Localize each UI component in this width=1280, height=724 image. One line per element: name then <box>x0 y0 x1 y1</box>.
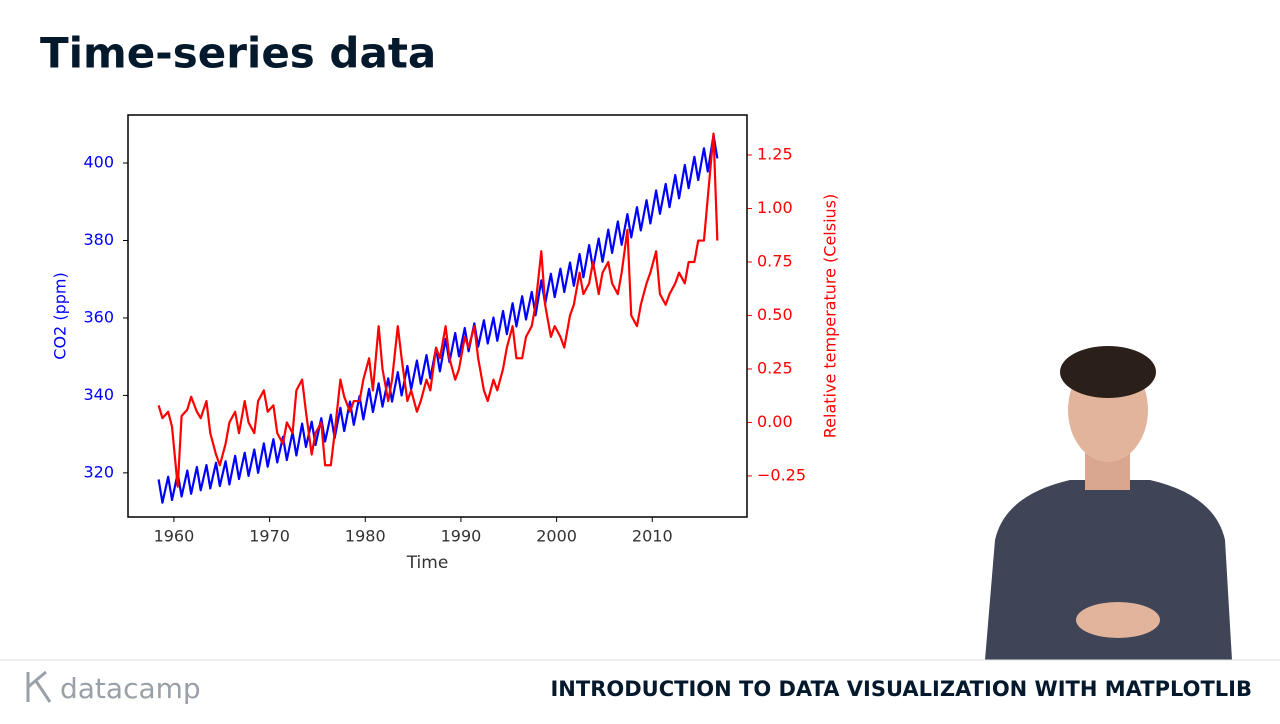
logo-icon <box>26 670 52 703</box>
presenter <box>950 330 1280 660</box>
y-axis-label: CO2 (ppm) <box>51 272 70 359</box>
y-tick-label: 320 <box>83 462 114 481</box>
series-line <box>157 132 719 488</box>
y2-tick-label: 0.75 <box>757 251 793 270</box>
y2-tick-label: 1.25 <box>757 145 793 164</box>
y2-tick-label: 0.00 <box>757 412 793 431</box>
plot-frame <box>127 114 748 518</box>
presenter-shirt <box>985 480 1232 660</box>
x-tick-label: 1960 <box>154 527 195 546</box>
x-axis-label: Time <box>406 553 449 573</box>
chart: 1960 1970 1980 1990 2000 2010 320 340 360 380 400 −… <box>51 114 840 573</box>
course-title: INTRODUCTION TO DATA VISUALIZATION WITH … <box>550 677 1252 701</box>
x-tick-label: 2000 <box>536 527 577 546</box>
y2-tick-label: 0.50 <box>757 305 793 324</box>
y2-axis-label: Relative temperature (Celsius) <box>821 194 840 438</box>
y2-tick-label: 0.25 <box>757 358 793 377</box>
presenter-hair <box>1060 346 1156 398</box>
y-tick-label: 400 <box>83 153 114 172</box>
y-tick-label: 340 <box>83 385 114 404</box>
y-tick-label: 380 <box>83 230 114 249</box>
presenter-hands <box>1076 602 1160 638</box>
x-tick-label: 1990 <box>441 527 482 546</box>
y-tick-label: 360 <box>83 307 114 326</box>
x-tick-label: 1970 <box>249 527 290 546</box>
logo-text: datacamp <box>60 672 201 705</box>
y2-tick-label: 1.00 <box>757 198 793 217</box>
x-tick-label: 1980 <box>345 527 386 546</box>
series-line <box>157 134 719 504</box>
y2-tick-label: −0.25 <box>757 465 806 484</box>
slide-title: Time-series data <box>40 29 436 78</box>
x-tick-label: 2010 <box>632 527 673 546</box>
